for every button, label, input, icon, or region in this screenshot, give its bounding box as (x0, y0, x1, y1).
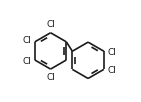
Text: Cl: Cl (22, 57, 31, 66)
Text: Cl: Cl (107, 66, 116, 75)
Text: Cl: Cl (46, 20, 55, 29)
Text: Cl: Cl (22, 36, 31, 45)
Text: Cl: Cl (46, 73, 55, 82)
Text: Cl: Cl (107, 48, 116, 57)
